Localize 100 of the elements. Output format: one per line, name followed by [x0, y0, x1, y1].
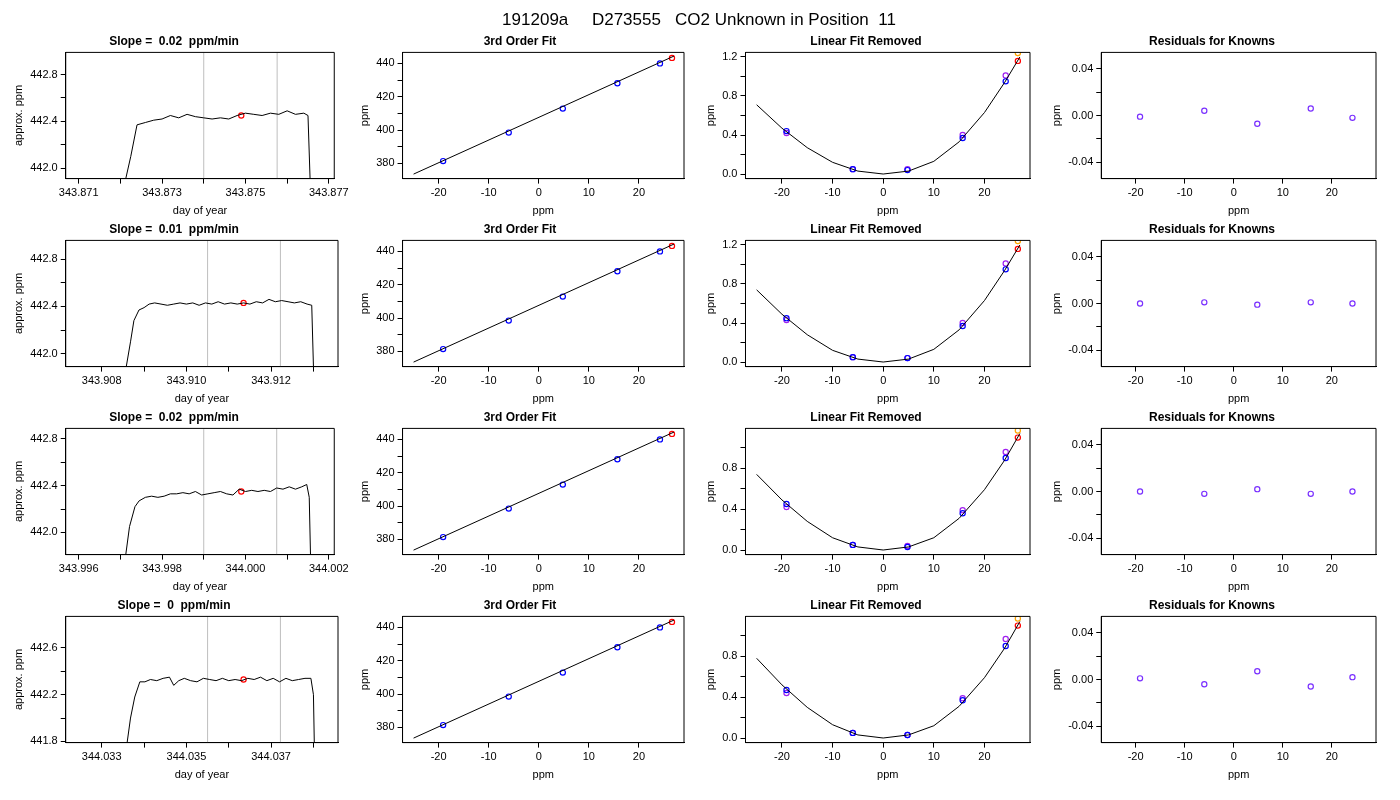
- chart-title: Slope = 0 ppm/min: [117, 597, 231, 612]
- y-axis-title: ppm: [703, 480, 716, 503]
- y-tick-label: 442.0: [30, 346, 58, 359]
- x-tick-label: 0: [880, 750, 887, 763]
- x-tick-label: 10: [1276, 750, 1289, 763]
- y-tick-label: 380: [376, 720, 395, 733]
- x-tick-label: -10: [1176, 374, 1193, 387]
- y-tick-label: 442.4: [30, 114, 58, 127]
- y-tick-label: 442.0: [30, 161, 58, 174]
- y-tick-label: 442.4: [30, 478, 58, 491]
- y-tick-label: 0.00: [1071, 296, 1094, 309]
- y-tick-label: 442.2: [30, 687, 58, 700]
- x-tick-label: 343.877: [308, 186, 349, 199]
- x-tick-label: 20: [1325, 186, 1338, 199]
- x-tick-label: 20: [632, 750, 646, 763]
- x-tick-label: 0: [535, 186, 542, 199]
- y-axis-title: ppm: [703, 104, 716, 127]
- y-axis-title: ppm: [357, 668, 370, 691]
- y-tick-label: 380: [376, 344, 395, 357]
- x-tick-label: -20: [773, 750, 790, 763]
- chart-title: 3rd Order Fit: [483, 409, 557, 424]
- x-tick-label: 20: [632, 562, 646, 575]
- y-tick-label: 0.04: [1071, 249, 1094, 262]
- x-tick-label: -20: [1127, 562, 1144, 575]
- x-axis-title: ppm: [877, 768, 899, 781]
- y-axis-title: ppm: [357, 292, 370, 315]
- y-tick-label: 0.4: [722, 690, 738, 703]
- x-tick-label: 10: [1276, 562, 1289, 575]
- x-tick-label: -10: [480, 750, 497, 763]
- chart-title: Linear Fit Removed: [810, 597, 922, 612]
- y-tick-label: 420: [376, 653, 395, 666]
- y-tick-label: 442.8: [30, 252, 58, 265]
- x-tick-label: -20: [773, 186, 790, 199]
- y-tick-label: 0.8: [722, 277, 738, 290]
- chart-title: 3rd Order Fit: [483, 597, 557, 612]
- x-tick-label: 344.033: [81, 750, 122, 763]
- y-axis-title: approx. ppm: [11, 84, 24, 147]
- x-tick-label: 10: [927, 374, 940, 387]
- x-tick-label: 20: [978, 186, 991, 199]
- text: 191209a D273555 CO2 Unknown in Position 11: [501, 9, 897, 31]
- chart-title: 3rd Order Fit: [483, 221, 557, 236]
- y-tick-label: 442.8: [30, 431, 58, 444]
- y-axis-title: ppm: [703, 292, 716, 315]
- x-tick-label: -10: [1176, 562, 1193, 575]
- y-axis-title: ppm: [1049, 480, 1062, 503]
- chart-title: Linear Fit Removed: [810, 409, 922, 424]
- x-tick-label: 10: [1276, 374, 1289, 387]
- x-tick-label: 343.871: [58, 186, 99, 199]
- x-tick-label: 0: [880, 186, 887, 199]
- x-tick-label: 0: [880, 374, 887, 387]
- x-tick-label: 343.910: [166, 374, 207, 387]
- x-axis-title: ppm: [1227, 392, 1250, 405]
- x-tick-label: 0: [1230, 374, 1237, 387]
- x-tick-label: 344.000: [225, 562, 266, 575]
- x-tick-label: -20: [430, 186, 447, 199]
- x-tick-label: 10: [582, 750, 595, 763]
- x-tick-label: -20: [1127, 374, 1144, 387]
- y-tick-label: 440: [376, 56, 395, 69]
- y-tick-label: 442.6: [30, 640, 58, 653]
- y-tick-label: -0.04: [1068, 719, 1094, 732]
- y-tick-label: 0.0: [722, 167, 738, 180]
- x-tick-label: 343.875: [225, 186, 266, 199]
- x-tick-label: 344.035: [166, 750, 207, 763]
- x-tick-label: 10: [582, 186, 595, 199]
- x-tick-label: -10: [824, 562, 841, 575]
- x-axis-title: ppm: [532, 392, 554, 405]
- x-tick-label: 20: [632, 186, 646, 199]
- y-tick-label: 0.00: [1071, 484, 1094, 497]
- chart-title: Residuals for Knowns: [1148, 221, 1276, 236]
- y-tick-label: 0.8: [722, 89, 738, 102]
- y-tick-label: 1.2: [722, 50, 738, 63]
- x-tick-label: 20: [1325, 562, 1338, 575]
- x-tick-label: -10: [480, 562, 497, 575]
- x-tick-label: 343.873: [142, 186, 182, 199]
- y-tick-label: 400: [376, 123, 395, 136]
- chart-title: Residuals for Knowns: [1148, 409, 1276, 424]
- chart-title: Residuals for Knowns: [1148, 33, 1276, 48]
- y-tick-label: 400: [376, 311, 395, 324]
- x-tick-label: 0: [1230, 562, 1237, 575]
- y-axis-title: ppm: [1049, 104, 1062, 127]
- x-tick-label: 344.037: [251, 750, 291, 763]
- y-tick-label: 0.0: [722, 355, 738, 368]
- chart-title: Linear Fit Removed: [810, 33, 922, 48]
- y-tick-label: 0.04: [1071, 625, 1094, 638]
- y-tick-label: 0.4: [722, 128, 738, 141]
- x-axis-title: ppm: [877, 392, 899, 405]
- x-tick-label: 343.996: [58, 562, 99, 575]
- y-tick-label: 420: [376, 89, 395, 102]
- x-tick-label: 20: [978, 374, 991, 387]
- y-tick-label: 0.0: [722, 543, 738, 556]
- x-axis-title: day of year: [172, 580, 228, 593]
- chart-title: Slope = 0.01 ppm/min: [109, 221, 239, 236]
- y-tick-label: 420: [376, 277, 395, 290]
- y-axis-title: approx. ppm: [11, 648, 24, 711]
- x-tick-label: -10: [1176, 750, 1193, 763]
- x-tick-label: 343.998: [142, 562, 182, 575]
- chart-title: Linear Fit Removed: [810, 221, 922, 236]
- x-tick-label: 0: [1230, 750, 1237, 763]
- x-tick-label: 20: [978, 750, 991, 763]
- chart-title: 3rd Order Fit: [483, 33, 557, 48]
